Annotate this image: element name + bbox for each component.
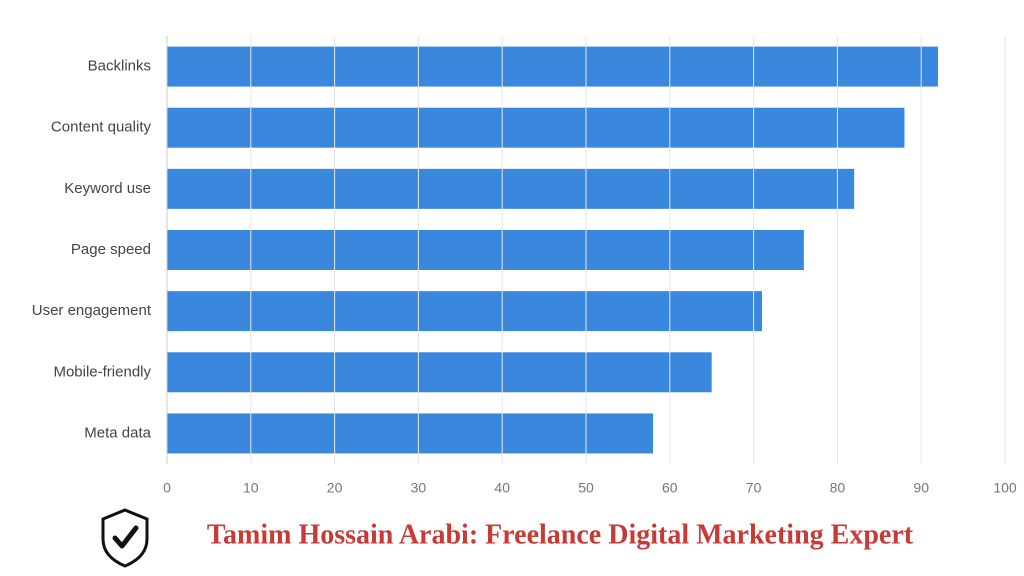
y-tick-label: Page speed	[71, 241, 151, 258]
x-tick-label: 90	[913, 480, 929, 496]
bar	[167, 168, 855, 209]
y-tick-label: Meta data	[84, 424, 151, 441]
y-tick-label: Content quality	[51, 119, 152, 136]
bar	[167, 291, 762, 332]
x-tick-label: 30	[411, 480, 427, 496]
y-tick-label: Mobile-friendly	[53, 363, 151, 380]
x-tick-label: 20	[327, 480, 343, 496]
y-tick-label: Keyword use	[64, 180, 151, 197]
x-tick-label: 0	[163, 480, 171, 496]
y-tick-label: Backlinks	[88, 58, 151, 75]
footer-title: Tamim Hossain Arabi: Freelance Digital M…	[207, 519, 914, 550]
x-tick-label: 80	[830, 480, 846, 496]
x-tick-label: 60	[662, 480, 678, 496]
bar	[167, 413, 654, 454]
y-tick-label: User engagement	[32, 302, 152, 319]
x-tick-label: 100	[993, 480, 1017, 496]
bar	[167, 230, 804, 270]
x-tick-label: 10	[243, 480, 259, 496]
shield-icon	[101, 508, 149, 568]
bar	[167, 46, 938, 87]
x-tick-label: 70	[746, 480, 762, 496]
x-tick-label: 50	[578, 480, 594, 496]
bar	[167, 107, 905, 148]
bar	[167, 352, 712, 393]
x-tick-label: 40	[494, 480, 510, 496]
